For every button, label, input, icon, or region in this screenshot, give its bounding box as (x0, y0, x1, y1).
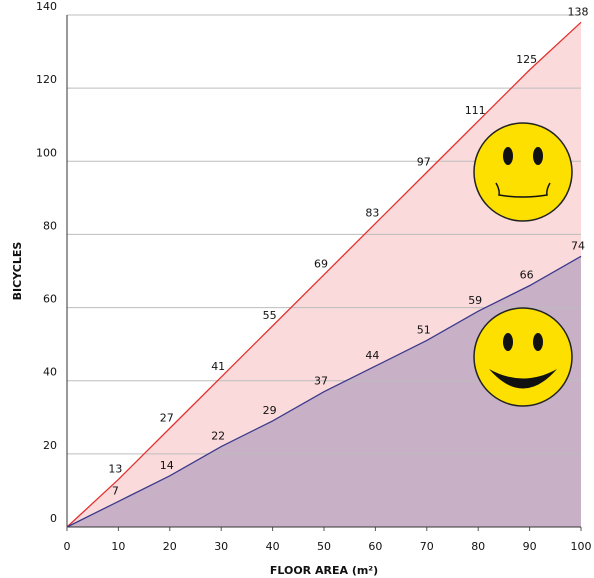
y-tick-label: 120 (36, 73, 57, 86)
y-tick-label: 140 (36, 0, 57, 13)
data-label: 29 (263, 404, 277, 417)
data-label: 37 (314, 375, 328, 388)
data-label: 74 (571, 239, 585, 252)
line (66, 21, 582, 528)
data-label: 55 (263, 309, 277, 322)
y-axis-title: BICYCLES (11, 242, 24, 301)
x-tick-label: 50 (317, 540, 331, 553)
smileys (473, 122, 573, 407)
data-label: 7 (112, 484, 119, 497)
data-label: 51 (417, 323, 431, 336)
data-label: 83 (365, 206, 379, 219)
data-label: 44 (365, 349, 379, 362)
x-tick-label: 40 (266, 540, 280, 553)
data-label: 138 (568, 5, 589, 18)
data-label: 59 (468, 294, 482, 307)
data-label: 97 (417, 155, 431, 168)
data-label: 14 (160, 459, 174, 472)
data-label: 125 (516, 53, 537, 66)
smiley-happy (473, 307, 573, 407)
y-tick-label: 40 (43, 366, 57, 379)
data-label: 22 (211, 430, 225, 443)
y-tick-label: 60 (43, 293, 57, 306)
y-tick-label: 20 (43, 439, 57, 452)
x-tick-label: 70 (420, 540, 434, 553)
line (66, 255, 582, 528)
y-tick-label: 100 (36, 146, 57, 159)
x-tick-label: 20 (163, 540, 177, 553)
x-tick-label: 0 (64, 540, 71, 553)
y-tick-label: 0 (50, 512, 57, 525)
data-label: 13 (108, 462, 122, 475)
data-label: 66 (520, 269, 534, 282)
smiley-neutral (473, 122, 573, 222)
data-label: 111 (465, 104, 486, 117)
x-tick-label: 30 (214, 540, 228, 553)
y-tick-label: 80 (43, 219, 57, 232)
plot-area: 0 20 40 60 80 100 120 140 0 10 20 30 40 50 60 70 80 90 100… (36, 0, 592, 553)
x-tick-label: 10 (111, 540, 125, 553)
x-tick-label: 100 (571, 540, 592, 553)
x-axis-title: FLOOR AREA (m²) (270, 564, 378, 577)
data-label: 41 (211, 360, 225, 373)
x-tick-label: 80 (471, 540, 485, 553)
x-tick-label: 90 (523, 540, 537, 553)
data-label: 27 (160, 411, 174, 424)
data-label: 69 (314, 258, 328, 271)
x-tick-label: 60 (368, 540, 382, 553)
